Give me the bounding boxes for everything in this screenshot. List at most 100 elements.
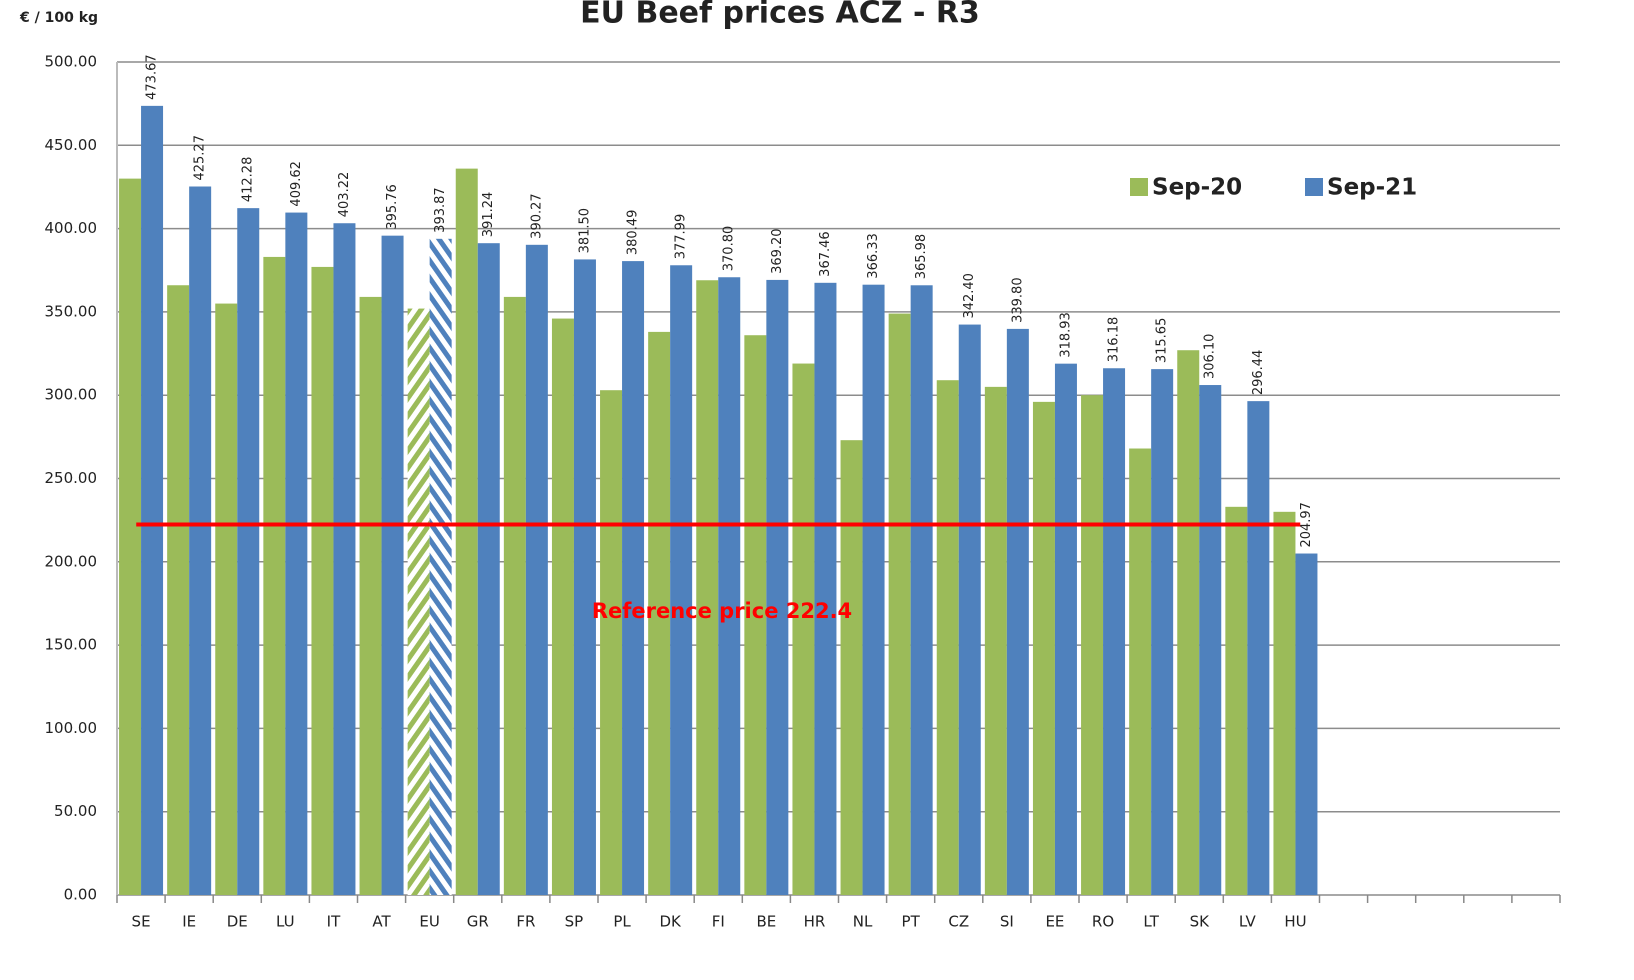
y-tick-label: 50.00 — [54, 802, 97, 820]
x-tick-label: LT — [1143, 913, 1159, 931]
x-tick-label: EE — [1045, 913, 1064, 931]
bar — [648, 331, 671, 896]
bar — [696, 280, 719, 896]
bar — [381, 235, 404, 896]
bar — [407, 308, 430, 895]
legend-label: Sep-21 — [1327, 175, 1417, 201]
bar — [1225, 506, 1248, 895]
x-tick-label: AT — [372, 913, 391, 931]
bar — [285, 212, 308, 896]
chart-title: EU Beef prices ACZ - R3 — [580, 0, 980, 31]
value-label: 391.24 — [481, 192, 496, 238]
bar — [1006, 328, 1029, 895]
bar — [766, 279, 789, 895]
value-label: 342.40 — [962, 273, 977, 319]
bar — [862, 284, 885, 895]
bar — [744, 335, 767, 895]
value-label: 306.10 — [1203, 334, 1218, 380]
bar — [888, 313, 911, 895]
bar — [237, 208, 260, 895]
bar — [1081, 395, 1104, 895]
bar — [1199, 385, 1222, 895]
y-tick-label: 150.00 — [45, 636, 98, 654]
bar — [455, 168, 478, 895]
value-label: 425.27 — [193, 135, 208, 181]
value-label: 377.99 — [674, 214, 689, 260]
value-label: 318.93 — [1058, 312, 1073, 358]
value-label: 369.20 — [770, 228, 785, 274]
bar — [167, 285, 190, 895]
bar — [311, 266, 334, 896]
bar — [429, 238, 452, 896]
bar — [141, 105, 164, 895]
x-tick-label: IT — [327, 913, 341, 931]
value-label: 380.49 — [626, 210, 641, 256]
bar — [189, 186, 212, 895]
y-tick-label: 0.00 — [64, 886, 97, 904]
bar — [573, 259, 596, 895]
bar — [1295, 553, 1318, 895]
bar — [936, 380, 959, 895]
x-tick-label: FI — [712, 913, 725, 931]
x-tick-label: SI — [1000, 913, 1014, 931]
value-label: 395.76 — [385, 184, 400, 230]
x-tick-label: SP — [565, 913, 584, 931]
bar — [622, 261, 645, 896]
x-tick-label: CZ — [948, 913, 969, 931]
bar — [119, 178, 142, 895]
legend-swatch — [1130, 178, 1148, 196]
bar — [910, 285, 933, 895]
bar — [718, 277, 741, 895]
legend-swatch — [1305, 178, 1323, 196]
value-label: 473.67 — [145, 54, 160, 100]
y-tick-label: 250.00 — [45, 469, 98, 487]
y-tick-label: 500.00 — [45, 53, 98, 71]
bar — [1177, 350, 1200, 895]
value-label: 315.65 — [1155, 318, 1170, 364]
x-tick-label: FR — [516, 913, 535, 931]
bar — [600, 390, 623, 895]
bar — [551, 318, 574, 896]
x-tick-label: PL — [613, 913, 631, 931]
x-tick-label: HU — [1284, 913, 1306, 931]
value-label: 204.97 — [1299, 502, 1314, 548]
bar — [525, 244, 548, 895]
value-label: 296.44 — [1251, 350, 1266, 396]
bar — [333, 223, 356, 895]
value-label: 365.98 — [914, 234, 929, 280]
value-label: 370.80 — [722, 226, 737, 272]
bar — [1247, 401, 1270, 895]
y-tick-label: 350.00 — [45, 302, 98, 320]
bar — [984, 386, 1007, 895]
bar — [958, 324, 981, 895]
y-tick-label: 450.00 — [45, 136, 98, 154]
value-label: 403.22 — [337, 172, 352, 218]
x-tick-label: NL — [853, 913, 873, 931]
x-tick-label: RO — [1092, 913, 1114, 931]
value-label: 393.87 — [433, 187, 448, 233]
reference-label: Reference price 222.4 — [592, 599, 852, 623]
legend-label: Sep-20 — [1152, 175, 1242, 201]
y-tick-label: 400.00 — [45, 219, 98, 237]
bar — [503, 296, 526, 895]
value-label: 412.28 — [241, 157, 256, 203]
bar — [814, 282, 837, 895]
x-tick-label: HR — [804, 913, 826, 931]
value-label: 366.33 — [866, 233, 881, 279]
x-tick-label: SK — [1190, 913, 1211, 931]
bar — [840, 440, 863, 895]
x-tick-label: PT — [902, 913, 921, 931]
x-tick-label: EU — [419, 913, 439, 931]
value-label: 316.18 — [1107, 317, 1122, 363]
bar — [359, 296, 382, 895]
x-tick-label: LU — [276, 913, 295, 931]
bar — [1151, 369, 1174, 896]
y-axis-label: € / 100 kg — [19, 10, 98, 26]
bar — [1032, 401, 1055, 895]
bar — [263, 256, 286, 895]
bar — [670, 265, 693, 895]
x-tick-label: BE — [756, 913, 776, 931]
x-tick-label: GR — [467, 913, 489, 931]
bar — [1129, 448, 1152, 895]
